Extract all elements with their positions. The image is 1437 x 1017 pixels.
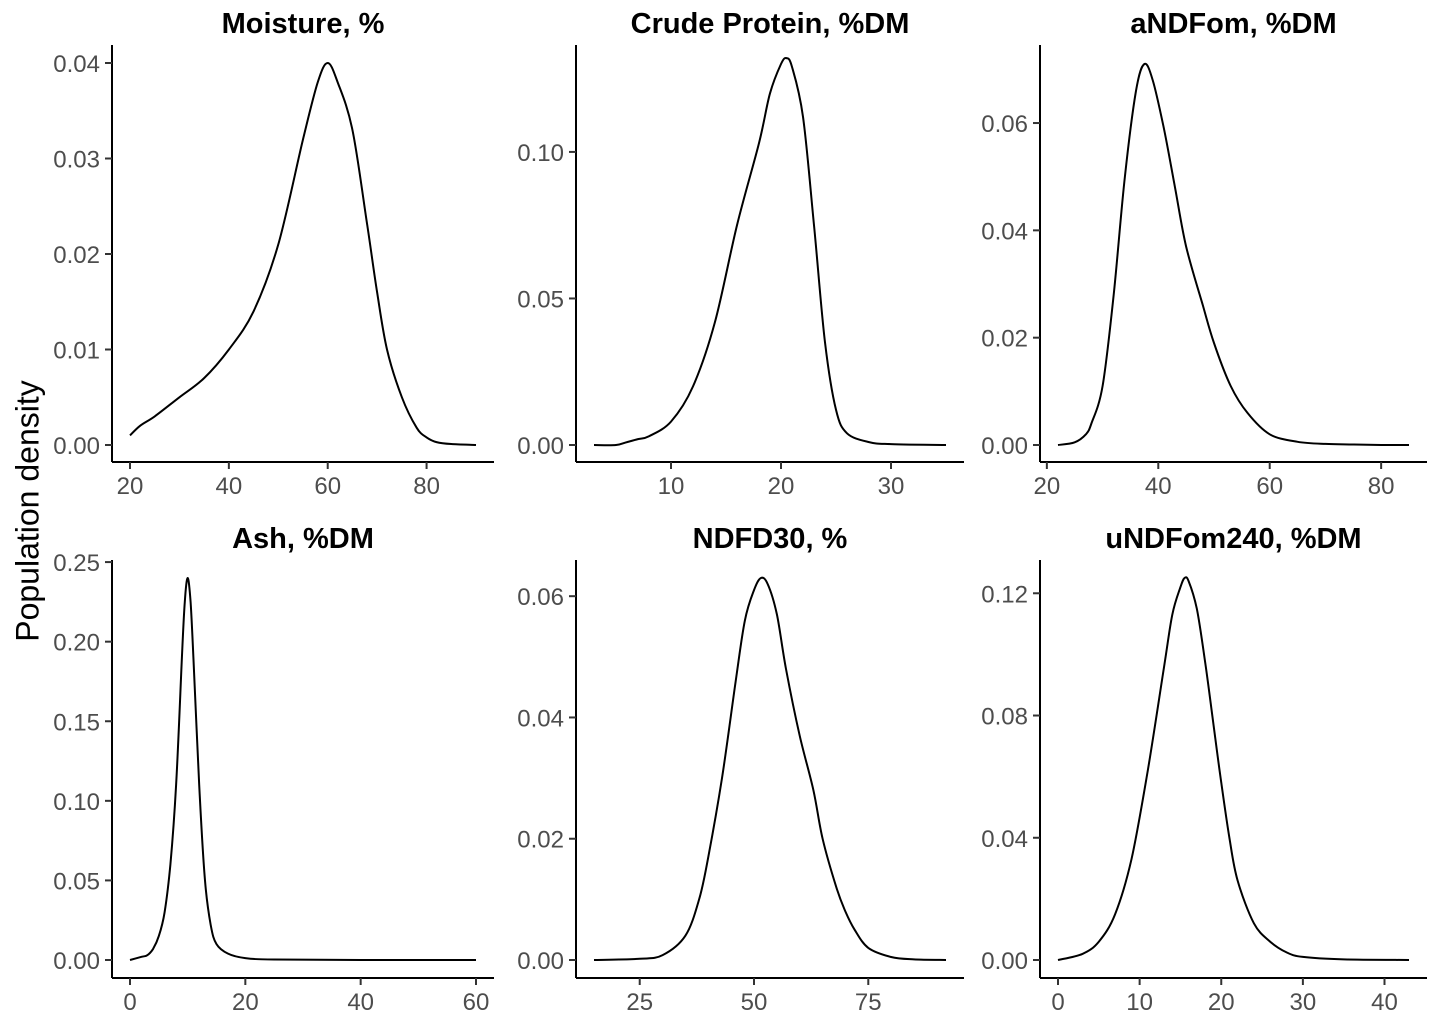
y-tick-label: 0.00: [981, 433, 1028, 460]
density-curve: [1057, 576, 1410, 961]
panel-2: Crude Protein, %DM 0.00 0.05 0.10 10 20 30: [517, 8, 964, 500]
panel-3: aNDFom, %DM 0.00 0.02 0.04 0.06 20 40 60 80: [981, 8, 1427, 500]
y-tick-label: 0.06: [981, 111, 1028, 138]
y-tick-label: 0.04: [981, 826, 1028, 853]
y-tick-label: 0.04: [53, 51, 100, 78]
x-tick-label: 60: [463, 989, 490, 1016]
y-tick-label: 0.25: [53, 550, 100, 577]
panel-title: Ash, %DM: [232, 523, 374, 555]
x-tick-label: 30: [1290, 989, 1317, 1016]
y-tick-label: 0.15: [53, 709, 100, 736]
y-tick-label: 0.06: [517, 584, 564, 611]
x-tick-label: 20: [1208, 989, 1235, 1016]
y-tick-label: 0.04: [981, 218, 1028, 245]
x-tick-label: 40: [1371, 989, 1398, 1016]
density-curve: [593, 576, 947, 961]
y-tick-label: 0.08: [981, 704, 1028, 731]
y-tick-label: 0.10: [53, 789, 100, 816]
x-tick-label: 20: [232, 989, 259, 1016]
panel-title: aNDFom, %DM: [1130, 8, 1336, 40]
x-tick-label: 20: [117, 473, 144, 500]
y-axis-label: Population density: [9, 380, 46, 642]
x-tick-label: 30: [878, 473, 905, 500]
x-tick-label: 60: [314, 473, 341, 500]
panel-title: uNDFom240, %DM: [1105, 523, 1361, 555]
x-tick-label: 40: [347, 989, 374, 1016]
y-tick-label: 0.00: [981, 948, 1028, 975]
x-tick-label: 80: [1368, 473, 1395, 500]
x-tick-label: 0: [1051, 989, 1064, 1016]
x-tick-label: 60: [1256, 473, 1283, 500]
y-tick-label: 0.10: [517, 140, 564, 167]
density-curve: [129, 61, 477, 446]
y-tick-label: 0.04: [517, 705, 564, 732]
y-tick-label: 0.01: [53, 338, 100, 365]
y-tick-label: 0.00: [53, 433, 100, 460]
x-tick-label: 10: [658, 473, 685, 500]
y-tick-label: 0.00: [517, 433, 564, 460]
x-tick-label: 40: [1145, 473, 1172, 500]
y-tick-label: 0.02: [517, 827, 564, 854]
y-tick-label: 0.03: [53, 147, 100, 174]
y-tick-label: 0.05: [517, 286, 564, 313]
panel-title: Moisture, %: [222, 8, 385, 40]
panel-title: NDFD30, %: [693, 523, 848, 555]
density-curve: [593, 56, 947, 447]
panel-4: Ash, %DM 0.00 0.05 0.10 0.15 0.20 0.25 0 20 40 60: [53, 523, 494, 1016]
x-tick-label: 40: [216, 473, 243, 500]
y-tick-label: 0.02: [53, 242, 100, 269]
x-tick-label: 20: [768, 473, 795, 500]
density-curve: [1057, 62, 1410, 447]
panel-5: NDFD30, % 0.00 0.02 0.04 0.06 25 50 75: [517, 523, 964, 1016]
y-tick-label: 0.20: [53, 630, 100, 657]
x-tick-label: 80: [413, 473, 440, 500]
panel-6: uNDFom240, %DM 0.00 0.04 0.08 0.12 0 10 20 30 40: [981, 523, 1427, 1016]
x-tick-label: 20: [1034, 473, 1061, 500]
x-tick-label: 75: [855, 989, 882, 1016]
x-tick-label: 10: [1126, 989, 1153, 1016]
density-curve: [129, 576, 477, 962]
x-tick-label: 50: [741, 989, 768, 1016]
panel-title: Crude Protein, %DM: [631, 8, 910, 40]
x-tick-label: 0: [123, 989, 136, 1016]
y-tick-label: 0.12: [981, 581, 1028, 608]
y-tick-label: 0.05: [53, 868, 100, 895]
y-tick-label: 0.00: [53, 948, 100, 975]
y-tick-label: 0.02: [981, 326, 1028, 353]
y-tick-label: 0.00: [517, 948, 564, 975]
panel-1: Moisture, % 0.00 0.01 0.02 0.03 0.04 20 40 60 80: [53, 8, 494, 500]
x-tick-label: 25: [626, 989, 653, 1016]
